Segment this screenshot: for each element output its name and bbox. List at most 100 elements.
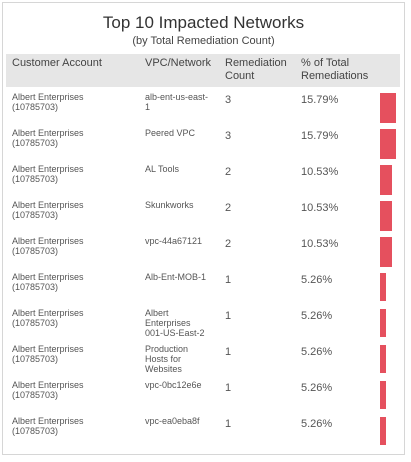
- customer-name: Albert Enterprises: [12, 92, 84, 102]
- header-customer-account[interactable]: Customer Account: [12, 57, 102, 69]
- header-vpc-network[interactable]: VPC/Network: [145, 57, 212, 69]
- customer-account-cell: Albert Enterprises (10785703): [12, 272, 84, 292]
- percent-total-cell: 10.53%: [301, 166, 339, 178]
- header-remediation-count[interactable]: Remediation Count: [225, 57, 287, 83]
- remediation-count-cell: 2: [225, 238, 232, 250]
- remediation-count-cell: 1: [225, 346, 232, 358]
- customer-account-cell: Albert Enterprises (10785703): [12, 236, 84, 256]
- table-header: Customer Account VPC/Network Remediation…: [6, 54, 400, 87]
- percent-total-cell: 5.26%: [301, 274, 333, 286]
- widget-subtitle: (by Total Remediation Count): [132, 35, 275, 47]
- vpc-network-cell: vpc-ea0eba8f: [145, 416, 200, 426]
- remediation-count-cell: 1: [225, 382, 232, 394]
- vpc-network-cell: Skunkworks: [145, 200, 194, 210]
- percent-total-cell: 5.26%: [301, 382, 333, 394]
- customer-name: Albert Enterprises: [12, 308, 84, 318]
- table-row[interactable]: Albert Enterprises (10785703) vpc-0bc12e6e…: [6, 375, 400, 411]
- percent-bar: [380, 273, 386, 301]
- vpc-network-line: 1: [145, 102, 151, 112]
- customer-account-cell: Albert Enterprises (10785703): [12, 416, 84, 436]
- customer-id: (10785703): [12, 390, 59, 400]
- vpc-network-line: Production: [145, 344, 189, 354]
- customer-id: (10785703): [12, 138, 59, 148]
- customer-name: Albert Enterprises: [12, 416, 84, 426]
- percent-total-cell: 10.53%: [301, 202, 339, 214]
- remediation-count-cell: 1: [225, 418, 232, 430]
- vpc-network-line: Alb-Ent-MOB-1: [145, 272, 207, 282]
- remediation-count-cell: 3: [225, 94, 232, 106]
- table-row[interactable]: Albert Enterprises (10785703) Peered VPC 3 1…: [6, 123, 400, 159]
- percent-total-cell: 5.26%: [301, 418, 333, 430]
- customer-id: (10785703): [12, 318, 59, 328]
- percent-bar: [380, 237, 392, 267]
- remediation-count-cell: 1: [225, 274, 232, 286]
- table-row[interactable]: Albert Enterprises (10785703) AL Tools 2 10.…: [6, 159, 400, 195]
- vpc-network-cell: Peered VPC: [145, 128, 195, 138]
- percent-bar: [380, 417, 386, 445]
- vpc-network-line: 001-US-East-2: [145, 328, 205, 338]
- table-row[interactable]: Albert Enterprises (10785703) Albert Enterp…: [6, 303, 400, 339]
- customer-id: (10785703): [12, 282, 59, 292]
- vpc-network-line: Skunkworks: [145, 200, 194, 210]
- percent-total-cell: 5.26%: [301, 346, 333, 358]
- vpc-network-cell: Albert Enterprises 001-US-East-2: [145, 308, 205, 338]
- table-row[interactable]: Albert Enterprises (10785703) vpc-44a67121…: [6, 231, 400, 267]
- remediation-count-cell: 3: [225, 130, 232, 142]
- percent-total-cell: 15.79%: [301, 130, 339, 142]
- vpc-network-line: AL Tools: [145, 164, 180, 174]
- percent-total-cell: 10.53%: [301, 238, 339, 250]
- customer-id: (10785703): [12, 426, 59, 436]
- percent-bar: [380, 309, 386, 337]
- header-percent-total-line1: % of Total: [301, 57, 350, 69]
- customer-id: (10785703): [12, 102, 59, 112]
- remediation-count-cell: 2: [225, 166, 232, 178]
- vpc-network-cell: AL Tools: [145, 164, 179, 174]
- customer-name: Albert Enterprises: [12, 272, 84, 282]
- vpc-network-line: Peered VPC: [145, 128, 196, 138]
- percent-bar: [380, 165, 392, 195]
- customer-account-cell: Albert Enterprises (10785703): [12, 128, 84, 148]
- customer-name: Albert Enterprises: [12, 236, 84, 246]
- customer-id: (10785703): [12, 174, 59, 184]
- vpc-network-cell: vpc-0bc12e6e: [145, 380, 202, 390]
- customer-name: Albert Enterprises: [12, 164, 84, 174]
- customer-name: Albert Enterprises: [12, 200, 84, 210]
- vpc-network-line: alb-ent-us-east-: [145, 92, 209, 102]
- vpc-network-line: Enterprises: [145, 318, 191, 328]
- customer-account-cell: Albert Enterprises (10785703): [12, 308, 84, 328]
- customer-id: (10785703): [12, 354, 59, 364]
- table-row[interactable]: Albert Enterprises (10785703) vpc-ea0eba8f…: [6, 411, 400, 447]
- customer-account-cell: Albert Enterprises (10785703): [12, 200, 84, 220]
- percent-bar: [380, 381, 386, 409]
- header-percent-total[interactable]: % of Total Remediations: [301, 57, 368, 83]
- vpc-network-line: vpc-44a67121: [145, 236, 203, 246]
- vpc-network-line: Albert: [145, 308, 169, 318]
- vpc-network-cell: vpc-44a67121: [145, 236, 202, 246]
- top-impacted-networks-widget: Top 10 Impacted Networks (by Total Remed…: [2, 2, 405, 455]
- vpc-network-cell: Production Hosts for Websites: [145, 344, 188, 374]
- table-row[interactable]: Albert Enterprises (10785703) alb-ent-us-e…: [6, 87, 400, 123]
- customer-id: (10785703): [12, 246, 59, 256]
- percent-bar: [380, 93, 396, 123]
- percent-bar: [380, 201, 392, 231]
- percent-bar: [380, 129, 396, 159]
- customer-name: Albert Enterprises: [12, 380, 84, 390]
- customer-id: (10785703): [12, 210, 59, 220]
- remediation-count-cell: 2: [225, 202, 232, 214]
- customer-name: Albert Enterprises: [12, 344, 84, 354]
- customer-account-cell: Albert Enterprises (10785703): [12, 380, 84, 400]
- vpc-network-line: vpc-0bc12e6e: [145, 380, 202, 390]
- customer-account-cell: Albert Enterprises (10785703): [12, 164, 84, 184]
- table-row[interactable]: Albert Enterprises (10785703) Production Ho…: [6, 339, 400, 375]
- vpc-network-cell: Alb-Ent-MOB-1: [145, 272, 206, 282]
- table-row[interactable]: Albert Enterprises (10785703) Skunkworks 2 1…: [6, 195, 400, 231]
- header-remediation-count-line2: Count: [225, 70, 255, 82]
- customer-account-cell: Albert Enterprises (10785703): [12, 344, 84, 364]
- customer-account-cell: Albert Enterprises (10785703): [12, 92, 84, 112]
- vpc-network-line: Websites: [145, 364, 182, 374]
- vpc-network-cell: alb-ent-us-east- 1: [145, 92, 208, 112]
- header-remediation-count-line1: Remediation: [225, 57, 287, 69]
- percent-total-cell: 15.79%: [301, 94, 339, 106]
- table-row[interactable]: Albert Enterprises (10785703) Alb-Ent-MOB-…: [6, 267, 400, 303]
- percent-bar: [380, 345, 386, 373]
